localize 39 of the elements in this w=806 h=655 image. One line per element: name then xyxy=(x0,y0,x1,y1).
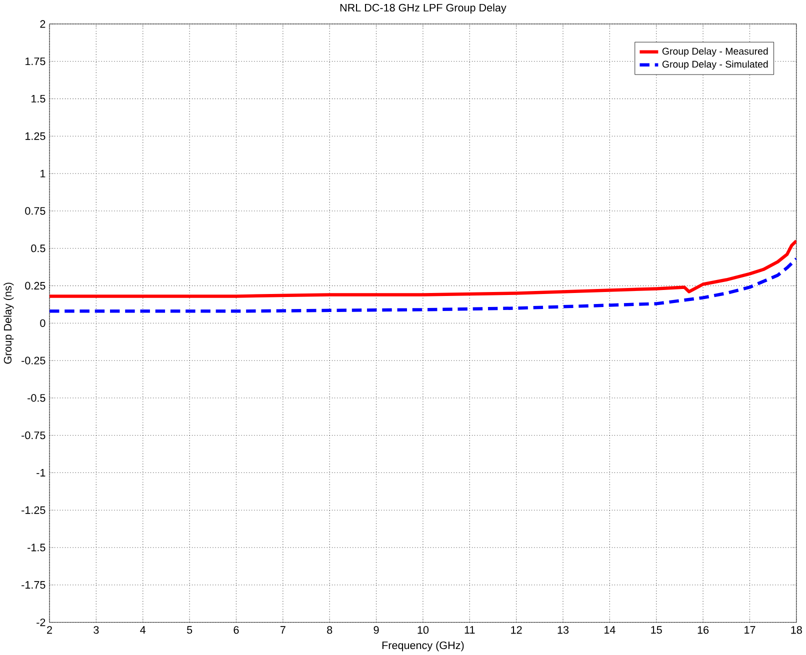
x-tick-label: 13 xyxy=(558,626,569,634)
x-tick-label: 17 xyxy=(744,626,756,634)
y-tick-label: -0.25 xyxy=(22,356,46,364)
legend-label: Group Delay - Simulated xyxy=(662,60,768,70)
legend-label: Group Delay - Measured xyxy=(662,48,768,57)
y-tick-label: -1.25 xyxy=(22,506,46,514)
y-tick-label: -1.5 xyxy=(28,544,46,552)
y-tick-label: -1 xyxy=(36,469,46,477)
y-tick-label: 0.75 xyxy=(25,207,46,215)
x-tick-label: 11 xyxy=(464,626,475,634)
x-axis-title: Frequency (GHz) xyxy=(382,641,464,652)
y-tick-label: 0 xyxy=(40,319,46,328)
y-tick-label: -0.5 xyxy=(28,394,46,402)
x-tick-label: 9 xyxy=(374,626,379,634)
y-tick-label: 0.5 xyxy=(31,244,46,252)
x-tick-label: 10 xyxy=(418,626,429,634)
y-tick-label: 0.25 xyxy=(25,282,46,290)
y-axis-title: Group Delay (ns) xyxy=(4,282,14,364)
y-tick-label: 1.5 xyxy=(32,95,46,103)
x-tick-label: 8 xyxy=(327,626,332,634)
x-tick-label: 4 xyxy=(140,626,146,634)
x-tick-label: 15 xyxy=(651,626,662,634)
x-tick-label: 12 xyxy=(511,626,522,634)
y-tick-label: 2 xyxy=(40,20,46,28)
x-tick-label: 3 xyxy=(94,626,99,634)
x-tick-label: 7 xyxy=(280,626,286,634)
y-tick-label: -2 xyxy=(36,618,46,626)
y-tick-label: 1 xyxy=(40,170,46,178)
x-tick-label: 18 xyxy=(791,626,802,634)
x-tick-label: 5 xyxy=(186,626,192,634)
y-tick-label: -1.75 xyxy=(22,581,46,589)
y-tick-label: -0.75 xyxy=(22,432,46,440)
x-tick-label: 16 xyxy=(698,626,709,634)
y-tick-label: 1.75 xyxy=(26,58,46,66)
x-tick-label: 6 xyxy=(234,626,239,634)
x-tick-label: 14 xyxy=(604,626,616,634)
chart-title: NRL DC-18 GHz LPF Group Delay xyxy=(340,4,506,14)
y-tick-label: 1.25 xyxy=(26,132,46,140)
x-tick-label: 2 xyxy=(47,626,52,634)
